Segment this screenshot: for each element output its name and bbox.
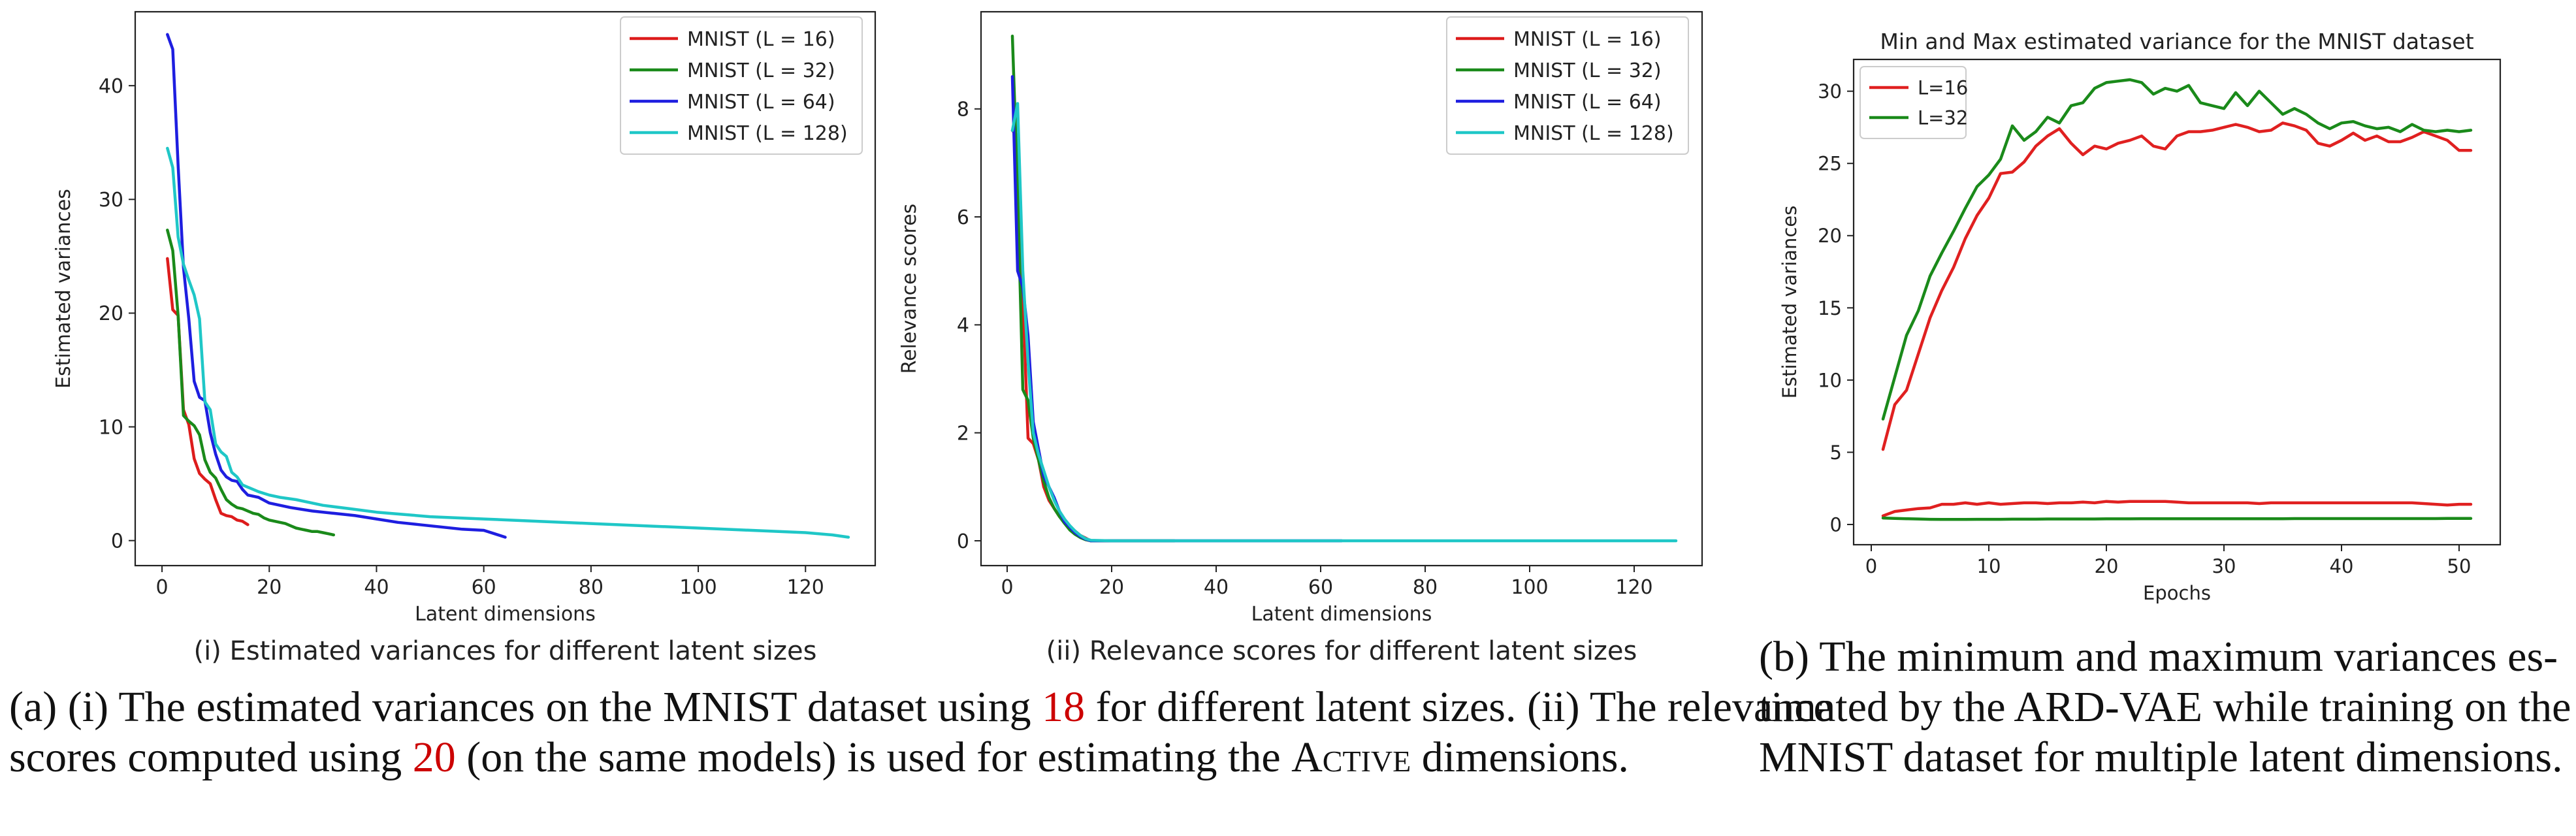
x-tick-label: 50 — [2447, 555, 2471, 577]
x-tick-label: 40 — [2330, 555, 2354, 577]
chart-subtitle: (i) Estimated variances for different la… — [194, 636, 817, 666]
x-tick-label: 40 — [364, 576, 389, 599]
x-tick-label: 0 — [1001, 576, 1013, 599]
series-line-1-3 — [166, 33, 507, 539]
chart-title: Min and Max estimated variance for the M… — [1880, 29, 2473, 54]
series-line-1-4 — [166, 146, 850, 539]
caption-a-line1: (a) (i) The estimated variances on the M… — [9, 683, 1833, 732]
chart-2: 0 20 40 60 80 100 120 0 2 4 6 8 Latent dimensions Rel… — [898, 10, 1703, 666]
legend-box — [1860, 66, 1967, 139]
y-tick-label: 0 — [111, 530, 123, 553]
series-line-2-3 — [1010, 74, 1344, 543]
series-line-1-1 — [166, 257, 250, 526]
legend-label: MNIST (L = 32) — [687, 59, 835, 82]
x-tick-label: 80 — [1413, 576, 1438, 599]
y-tick-label: 20 — [1818, 225, 1842, 247]
y-tick-label: 30 — [99, 189, 123, 212]
legend-label: MNIST (L = 32) — [1513, 59, 1662, 82]
equation-ref-18[interactable]: 18 — [1042, 683, 1086, 731]
series-line-2-2 — [1010, 34, 1176, 543]
x-tick-label: 100 — [679, 576, 716, 599]
x-tick-label: 30 — [2212, 555, 2236, 577]
x-axis-label: Epochs — [2143, 582, 2211, 604]
y-tick-label: 10 — [99, 416, 123, 439]
caption-b-text1: (b) The minimum and maximum variances es… — [1759, 633, 2558, 681]
y-tick-label: 20 — [99, 302, 123, 325]
x-tick-label: 60 — [472, 576, 496, 599]
x-tick-label: 0 — [1865, 555, 1877, 577]
series-line-1-2 — [166, 229, 336, 537]
series-line-3-3 — [1881, 78, 2473, 421]
legend-label: MNIST (L = 64) — [1513, 91, 1662, 114]
legend-box — [1446, 16, 1689, 155]
caption-b-text2: timated by the ARD-VAE while training on… — [1759, 683, 2571, 731]
y-tick-label: 30 — [1818, 80, 1842, 103]
y-tick-label: 40 — [99, 75, 123, 98]
x-tick-label: 100 — [1511, 576, 1548, 599]
legend-label: L=16 — [1918, 76, 1968, 99]
y-tick-label: 0 — [957, 530, 969, 553]
x-axis-label: Latent dimensions — [415, 603, 596, 626]
x-tick-label: 80 — [579, 576, 604, 599]
series-line-2-4 — [1010, 102, 1678, 543]
legend-box — [620, 16, 863, 155]
caption-a-line2: scores computed using 20 (on the same mo… — [9, 733, 1629, 782]
x-tick-label: 0 — [156, 576, 169, 599]
x-tick-label: 10 — [1977, 555, 2001, 577]
caption-a-text4: (on the same models) is used for estimat… — [455, 733, 1292, 781]
x-tick-label: 20 — [1099, 576, 1124, 599]
x-tick-label: 60 — [1308, 576, 1333, 599]
chart-subtitle: (ii) Relevance scores for different late… — [1046, 636, 1637, 666]
plot-frame — [1852, 58, 2502, 546]
x-tick-label: 20 — [257, 576, 282, 599]
caption-b-line3: MNIST dataset for multiple latent dimens… — [1759, 733, 2563, 782]
series-line-2-1 — [1010, 129, 1093, 543]
y-axis-label: Estimated variances — [1779, 206, 1801, 399]
y-tick-label: 15 — [1818, 297, 1842, 319]
caption-a-text3: scores computed using — [9, 733, 413, 781]
y-tick-label: 6 — [957, 206, 969, 229]
series-line-3-1 — [1881, 121, 2473, 451]
y-axis-label: Estimated variances — [52, 189, 75, 389]
legend-label: MNIST (L = 128) — [687, 122, 848, 145]
caption-a-text2: for different latent sizes. (ii) The rel… — [1085, 683, 1833, 731]
plot-frame — [980, 10, 1703, 567]
x-tick-label: 120 — [1615, 576, 1652, 599]
y-tick-label: 0 — [1830, 513, 1842, 536]
legend-label: MNIST (L = 64) — [687, 91, 835, 114]
caption-b-line1: (b) The minimum and maximum variances es… — [1759, 632, 2558, 682]
y-tick-label: 4 — [957, 314, 969, 337]
y-tick-label: 25 — [1818, 153, 1842, 175]
caption-b-line2: timated by the ARD-VAE while training on… — [1759, 683, 2571, 732]
legend-label: MNIST (L = 128) — [1513, 122, 1674, 145]
x-tick-label: 120 — [787, 576, 824, 599]
x-tick-label: 40 — [1204, 576, 1229, 599]
series-line-3-2 — [1881, 500, 2473, 518]
x-tick-label: 20 — [2095, 555, 2119, 577]
y-tick-label: 2 — [957, 422, 969, 445]
y-tick-label: 5 — [1830, 442, 1842, 464]
series-line-3-4 — [1881, 516, 2473, 521]
caption-a-text1: (a) (i) The estimated variances on the M… — [9, 683, 1042, 731]
caption-a-text5: dimensions. — [1411, 733, 1629, 781]
legend-label: L=32 — [1918, 106, 1968, 129]
chart-1: 0 20 40 60 80 100 120 0 10 20 30 40 Latent dimension… — [52, 10, 877, 666]
caption-a-active: Active — [1291, 733, 1411, 781]
x-axis-label: Latent dimensions — [1251, 603, 1432, 626]
legend-label: MNIST (L = 16) — [1513, 28, 1662, 51]
y-tick-label: 8 — [957, 99, 969, 121]
y-tick-label: 10 — [1818, 369, 1842, 391]
legend-label: MNIST (L = 16) — [687, 28, 835, 51]
plot-frame — [134, 10, 877, 567]
equation-ref-20[interactable]: 20 — [412, 733, 456, 781]
caption-b-text3: MNIST dataset for multiple latent dimens… — [1759, 733, 2563, 781]
y-axis-label: Relevance scores — [898, 204, 921, 374]
